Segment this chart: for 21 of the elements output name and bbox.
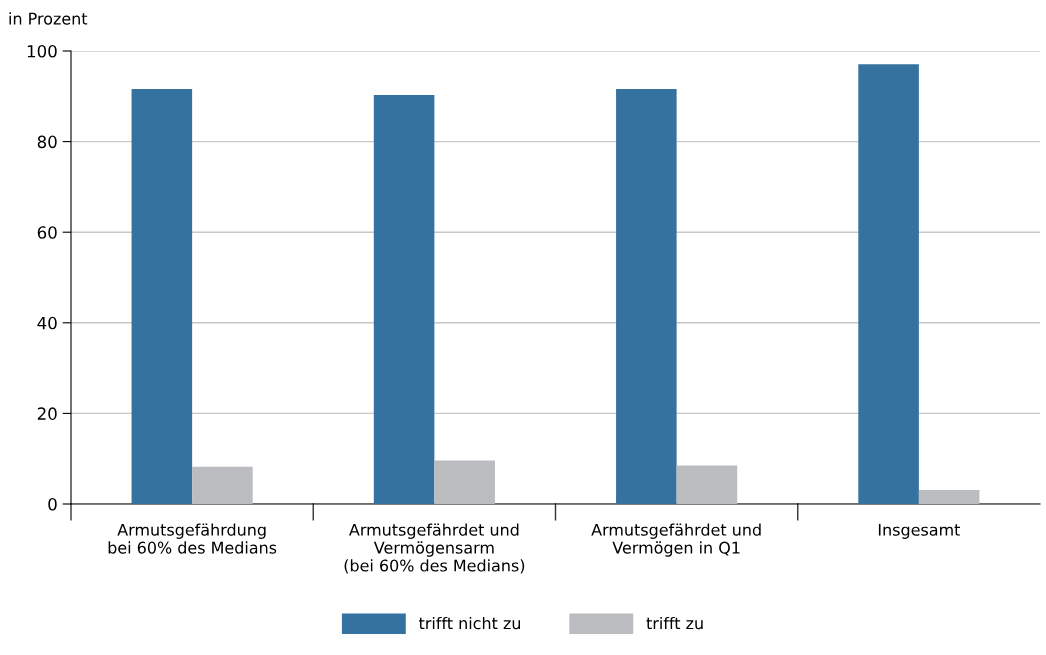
y-tick-label: 60 [37,226,57,239]
bar [434,460,495,504]
bar [616,89,677,504]
bar [858,64,919,504]
x-tick-label: Armutsgefährdung bei 60% des Medians [108,523,277,554]
y-tick-label: 100 [27,44,57,58]
x-tick-label: Insgesamt [878,523,961,539]
legend-label: trifft zu [646,616,703,630]
y-tick-label: 20 [37,407,57,420]
bar [676,465,738,504]
bar [192,466,253,504]
x-tick-label: Armutsgefährdet und Vermögensarm (bei 60% des Medians) [344,523,525,574]
y-axis-title: in Prozent [9,12,88,25]
bar [918,489,980,504]
y-tick-label: 0 [48,497,57,511]
bar [131,89,193,504]
legend-label: trifft nicht zu [419,616,520,630]
x-tick-label: Armutsgefährdet und Vermögen in Q1 [591,523,761,557]
y-tick-label: 80 [37,135,57,149]
bar [373,94,435,504]
y-tick-label: 40 [37,316,57,330]
